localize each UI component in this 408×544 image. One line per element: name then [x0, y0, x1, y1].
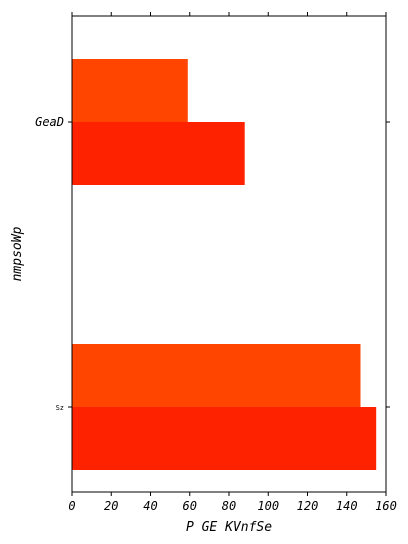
y-axis-ticks: GeaD Sz [35, 115, 390, 412]
x-tick-label: 100 [257, 499, 279, 513]
x-tick-label: 120 [297, 499, 319, 513]
x-tick-label: 160 [375, 499, 397, 513]
x-tick-label: 20 [104, 499, 118, 513]
y-tick-label-sz: Sz [56, 404, 64, 412]
x-tick-label: 60 [183, 499, 197, 513]
y-axis-title: nmpsoWp [10, 226, 25, 281]
bars-layer [72, 59, 377, 470]
x-tick-label: 140 [336, 499, 358, 513]
y-tick-label-gead: GeaD [35, 115, 64, 129]
bar-gead-series-2 [72, 122, 245, 185]
bar-sz-series-1 [72, 344, 361, 407]
x-axis-ticks: 0 20 40 60 80 100 120 140 160 [68, 12, 397, 513]
x-axis-title: P GE KVnfSe [186, 520, 272, 535]
bar-gead-series-1 [72, 59, 188, 122]
bar-sz-series-2 [72, 407, 377, 470]
x-tick-label: 80 [222, 499, 236, 513]
x-tick-label: 40 [143, 499, 157, 513]
x-tick-label: 0 [68, 499, 75, 513]
